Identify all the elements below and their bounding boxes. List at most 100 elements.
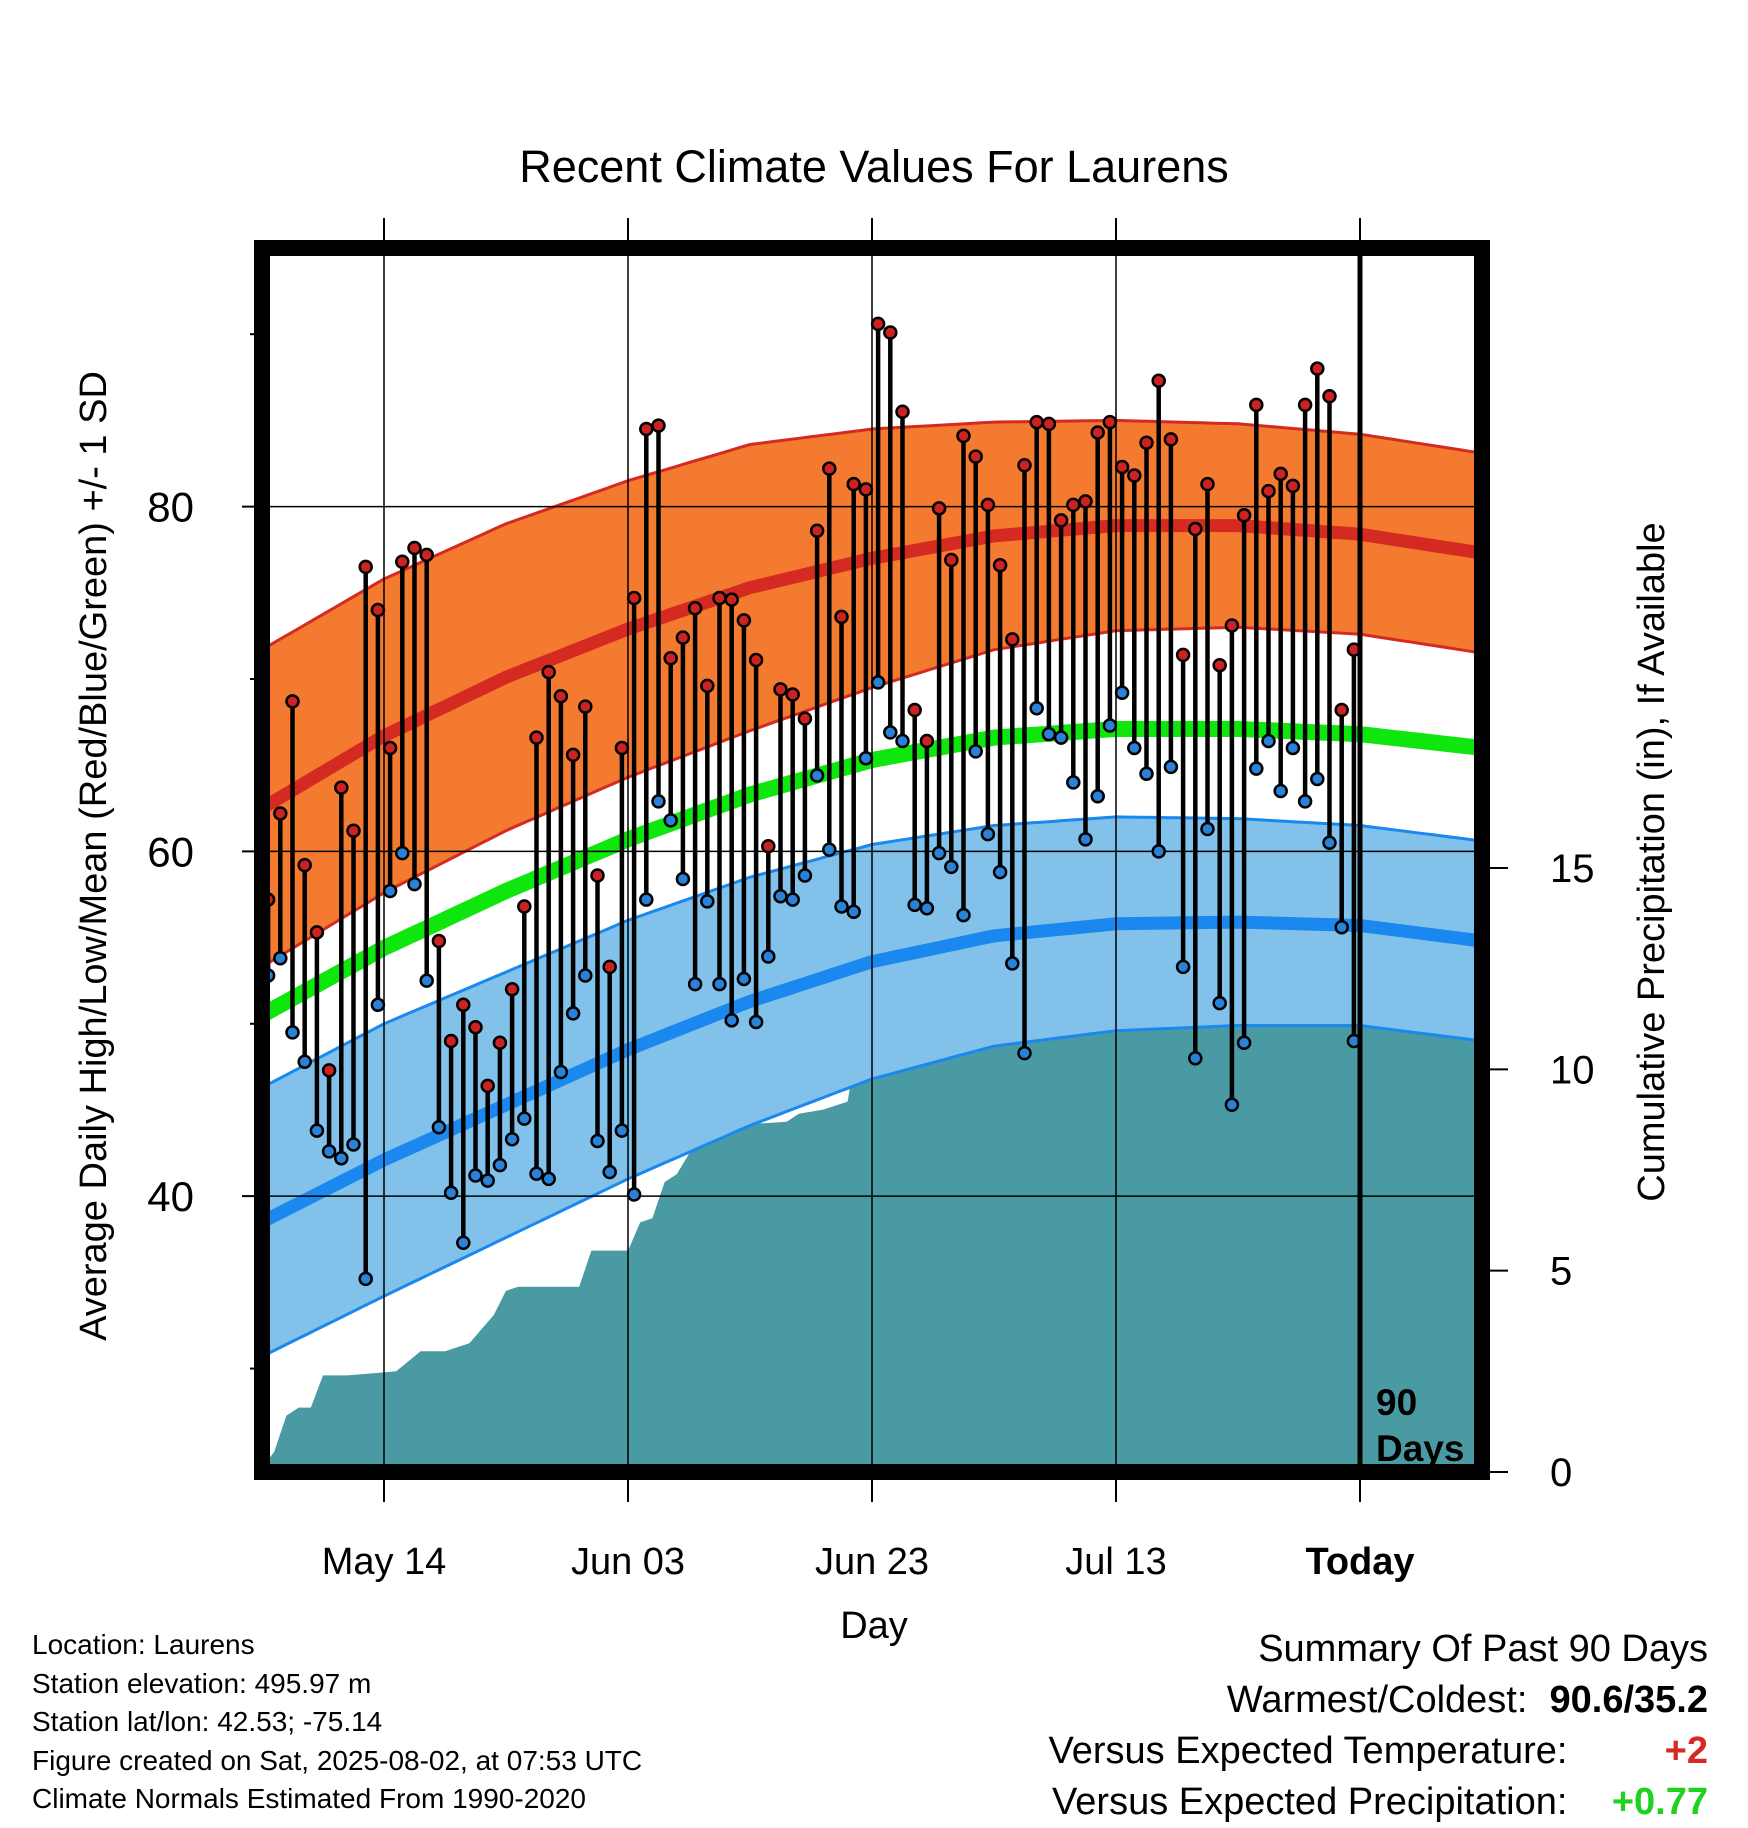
daily-high-point xyxy=(1212,657,1227,673)
daily-low-point xyxy=(565,1006,581,1021)
daily-low-point xyxy=(1151,844,1166,859)
daily-low-point xyxy=(846,904,861,919)
daily-low-point xyxy=(1114,685,1130,701)
daily-low-point xyxy=(541,1171,556,1187)
daily-low-point xyxy=(1078,832,1093,847)
daily-low-point xyxy=(895,733,910,749)
daily-low-point xyxy=(700,894,715,909)
daily-high-point xyxy=(1090,425,1105,440)
station-elevation: Station elevation: 495.97 m xyxy=(32,1667,372,1699)
daily-high-point xyxy=(504,982,520,997)
daily-low-point xyxy=(431,1119,447,1135)
daily-low-point xyxy=(1127,740,1142,756)
x-tick-label: Today xyxy=(1305,1541,1414,1583)
daily-high-point xyxy=(626,590,642,606)
daily-high-point xyxy=(797,711,813,726)
daily-low-point xyxy=(1066,775,1081,790)
daily-high-point xyxy=(1078,494,1093,509)
daily-low-point xyxy=(309,1123,325,1138)
daily-low-point xyxy=(1090,788,1105,804)
daily-high-point xyxy=(944,552,959,568)
y-left-tick-label: 40 xyxy=(147,1173,194,1220)
daily-high-point xyxy=(687,601,703,616)
daily-low-point xyxy=(492,1157,508,1173)
daily-low-point xyxy=(285,1025,300,1040)
temp-anomaly-label: Versus Expected Temperature: xyxy=(1048,1730,1568,1772)
daily-high-point xyxy=(1322,389,1337,404)
daily-high-point xyxy=(919,733,935,749)
daily-high-point xyxy=(517,899,532,914)
window-label-unit: Days xyxy=(1376,1428,1464,1469)
daily-low-point xyxy=(419,973,434,988)
daily-high-point xyxy=(1249,397,1264,413)
daily-high-point xyxy=(639,421,654,437)
daily-high-point xyxy=(1297,397,1313,413)
daily-low-point xyxy=(529,1166,544,1182)
daily-low-point xyxy=(761,949,776,964)
daily-low-point xyxy=(1163,759,1179,775)
daily-low-point xyxy=(687,976,703,992)
daily-low-point xyxy=(480,1173,495,1188)
daily-low-point xyxy=(1200,821,1215,837)
daily-low-point xyxy=(334,1150,349,1166)
x-tick-label: Jul 13 xyxy=(1065,1541,1166,1583)
summary-warmest-coldest: Warmest/Coldest: 90.6/35.2 xyxy=(1049,1675,1708,1726)
daily-high-point xyxy=(785,687,800,702)
daily-high-point xyxy=(1273,466,1288,482)
warmest-coldest-value: 90.6/35.2 xyxy=(1549,1679,1708,1721)
daily-high-point xyxy=(565,747,581,763)
daily-high-point xyxy=(1334,702,1349,718)
daily-high-point xyxy=(602,959,617,975)
daily-high-point xyxy=(1102,414,1118,430)
daily-low-point xyxy=(614,1123,630,1138)
daily-high-point xyxy=(980,497,996,513)
daily-low-point xyxy=(1297,794,1313,809)
x-tick-label: May 14 xyxy=(322,1541,447,1583)
daily-low-point xyxy=(626,1187,642,1202)
daily-high-point xyxy=(1029,414,1044,430)
y-right-tick-label: 5 xyxy=(1550,1250,1572,1294)
daily-high-point xyxy=(1163,432,1179,447)
daily-high-point xyxy=(334,780,349,795)
daily-low-point xyxy=(407,876,422,892)
daily-high-point xyxy=(590,868,605,883)
daily-low-point xyxy=(907,897,922,913)
low-sd-band xyxy=(262,816,1482,1357)
daily-high-point xyxy=(773,682,788,697)
daily-low-point xyxy=(1005,956,1020,971)
daily-high-point xyxy=(748,652,764,668)
daily-high-point xyxy=(321,1063,337,1078)
daily-low-point xyxy=(663,813,678,828)
daily-low-point xyxy=(1224,1097,1240,1113)
daily-low-point xyxy=(1102,718,1118,733)
daily-low-point xyxy=(651,794,666,809)
x-tick-label: Jun 23 xyxy=(815,1541,929,1583)
daily-low-point xyxy=(931,845,947,861)
daily-low-point xyxy=(1041,726,1057,742)
daily-low-point xyxy=(956,907,971,923)
daily-high-point xyxy=(1066,497,1081,513)
station-location: Location: Laurens xyxy=(32,1629,255,1660)
daily-high-point xyxy=(992,557,1008,573)
daily-high-point xyxy=(407,540,422,556)
daily-high-point xyxy=(1053,513,1069,528)
y-left-tick-label: 60 xyxy=(147,828,194,875)
x-axis-label: Day xyxy=(840,1605,908,1647)
daily-high-point xyxy=(1017,457,1032,473)
precip-anomaly-label: Versus Expected Precipitation: xyxy=(1052,1781,1568,1823)
daily-high-point xyxy=(1261,483,1276,499)
daily-low-point xyxy=(712,976,727,992)
daily-high-point xyxy=(846,476,861,492)
daily-low-point xyxy=(578,968,593,983)
daily-high-point xyxy=(700,678,715,694)
daily-high-point xyxy=(431,933,447,949)
daily-low-point xyxy=(858,751,874,766)
plot-area xyxy=(262,248,1482,1472)
daily-low-point xyxy=(748,1014,764,1030)
daily-low-point xyxy=(1053,730,1069,745)
daily-low-point xyxy=(1212,995,1227,1011)
daily-high-point xyxy=(1285,478,1301,494)
daily-low-point xyxy=(468,1168,483,1183)
daily-high-point xyxy=(419,547,434,563)
